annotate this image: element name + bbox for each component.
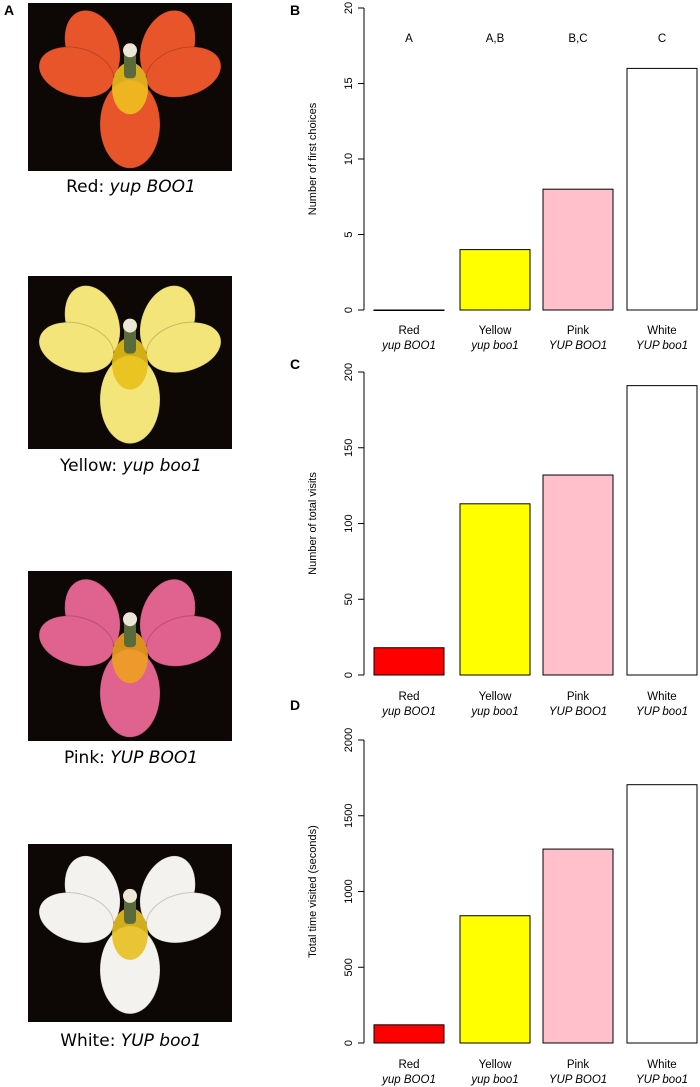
y-tick-label: 1000	[343, 879, 355, 903]
chart-d: 0 500 1000 1500 2000 Total time visited (seco…	[307, 728, 698, 1086]
y-tick-label: 500	[343, 958, 355, 976]
chart-b: 0 5 10 15 20 Number of first choices Red yup BO…	[307, 2, 698, 352]
caption-genotype: YUP boo1	[120, 1031, 202, 1051]
bar-white	[626, 385, 698, 676]
panel-letter-d: D	[290, 697, 301, 713]
caption-genotype: yup BOO1	[109, 177, 196, 197]
flower-illustration	[38, 855, 222, 1015]
x-category-label: White	[647, 691, 676, 703]
caption-color-name: Red	[66, 177, 99, 197]
y-tick-label: 15	[343, 77, 355, 89]
x-genotype-label: YUP BOO1	[549, 1074, 607, 1086]
x-genotype-label: YUP boo1	[636, 706, 688, 718]
y-axis-label: Total time visited (seconds)	[307, 825, 319, 958]
x-category-label: White	[647, 1059, 676, 1071]
x-category-label: Red	[398, 691, 419, 703]
flower-photo-pink	[28, 571, 232, 741]
x-genotype-label: yup boo1	[470, 340, 518, 352]
x-genotype-label: yup boo1	[470, 706, 518, 718]
x-category-label: White	[647, 325, 676, 337]
x-genotype-label: yup BOO1	[381, 1074, 436, 1086]
y-tick-label: 10	[343, 153, 355, 165]
caption-pink: Pink: YUP BOO1	[63, 748, 199, 768]
flower-photo-yellow	[28, 276, 232, 449]
flower-illustration	[38, 9, 222, 169]
x-category-label: Red	[398, 325, 419, 337]
bar-red	[373, 309, 445, 311]
x-genotype-label: YUP boo1	[636, 340, 688, 352]
y-tick-label: 0	[343, 1040, 355, 1046]
significance-label: A	[405, 33, 413, 45]
y-tick-label: 50	[343, 593, 355, 605]
panel-letter-a: A	[4, 2, 15, 18]
bar-white	[626, 784, 698, 1044]
bar-pink	[542, 188, 614, 311]
caption-color-name: Yellow	[59, 456, 112, 476]
y-tick-label: 100	[343, 514, 355, 532]
y-tick-label: 150	[343, 439, 355, 457]
significance-label: C	[658, 33, 666, 45]
caption-color-name: White	[60, 1031, 110, 1051]
significance-label: B,C	[568, 33, 587, 45]
x-category-label: Yellow	[479, 325, 513, 337]
panel-letter-b: B	[290, 2, 301, 18]
bar-yellow	[459, 915, 531, 1044]
x-category-label: Pink	[567, 1059, 590, 1071]
x-genotype-label: YUP boo1	[636, 1074, 688, 1086]
x-category-label: Pink	[567, 325, 590, 337]
caption-yellow: Yellow: yup boo1	[59, 456, 202, 476]
bar-pink	[542, 474, 614, 676]
caption-genotype: yup boo1	[122, 456, 202, 476]
y-axis-label: Number of total visits	[307, 472, 319, 575]
chart-c: 0 50 100 150 200 Number of total visits Red yup…	[307, 363, 698, 718]
x-category-label: Yellow	[479, 691, 513, 703]
caption-red: Red: yup BOO1	[66, 177, 196, 197]
x-genotype-label: yup BOO1	[381, 340, 436, 352]
flower-illustration	[38, 285, 222, 445]
y-tick-label: 1500	[343, 804, 355, 828]
caption-white: White: YUP boo1	[60, 1031, 202, 1051]
panel-letter-c: C	[290, 356, 301, 372]
y-tick-label: 2000	[343, 728, 355, 752]
caption-color-name: Pink	[63, 748, 100, 768]
bar-red	[373, 1024, 445, 1044]
x-category-label: Red	[398, 1059, 419, 1071]
x-genotype-label: YUP BOO1	[549, 706, 607, 718]
flower-photo-red	[28, 3, 232, 171]
significance-label: A,B	[486, 33, 505, 45]
bar-yellow	[459, 503, 531, 676]
x-category-label: Pink	[567, 691, 590, 703]
y-tick-label: 200	[343, 363, 355, 381]
y-tick-label: 5	[343, 231, 355, 237]
x-category-label: Yellow	[479, 1059, 513, 1071]
caption-genotype: YUP BOO1	[110, 748, 199, 768]
bar-white	[626, 67, 698, 311]
bar-red	[373, 647, 445, 676]
y-tick-label: 0	[343, 672, 355, 678]
y-tick-label: 0	[343, 307, 355, 313]
y-tick-label: 20	[343, 2, 355, 14]
flower-photo-white	[28, 844, 232, 1022]
flower-illustration	[38, 578, 222, 738]
x-genotype-label: yup boo1	[470, 1074, 518, 1086]
x-genotype-label: yup BOO1	[381, 706, 436, 718]
bar-yellow	[459, 249, 531, 311]
y-axis-label: Number of first choices	[307, 102, 319, 215]
x-genotype-label: YUP BOO1	[549, 340, 607, 352]
bar-pink	[542, 848, 614, 1044]
